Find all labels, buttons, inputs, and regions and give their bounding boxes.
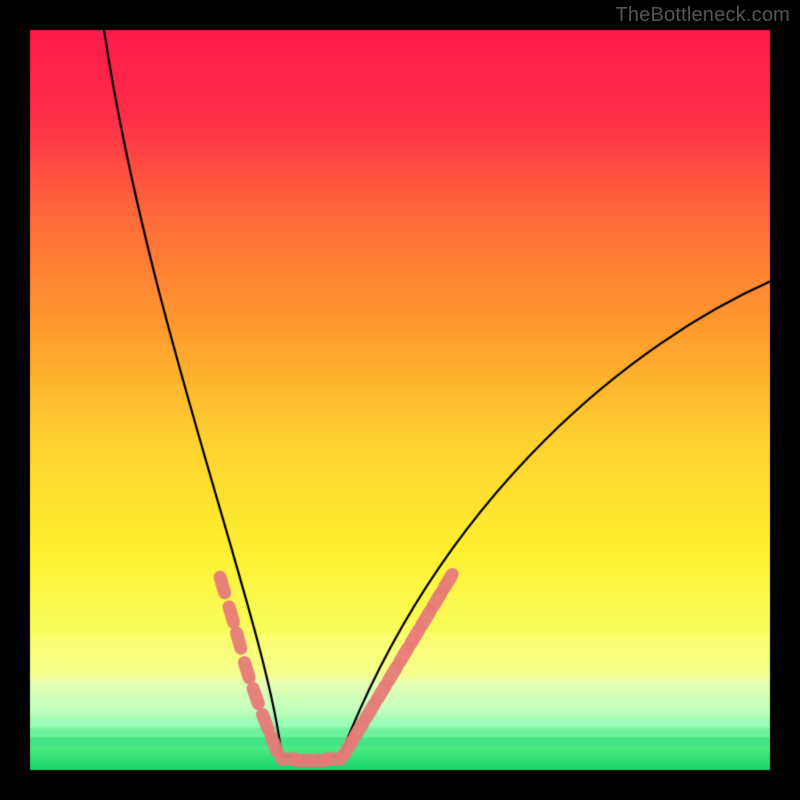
watermark-text: TheBottleneck.com [615,4,790,27]
chart-stage: TheBottleneck.com [0,0,800,800]
chart-canvas [0,0,800,800]
